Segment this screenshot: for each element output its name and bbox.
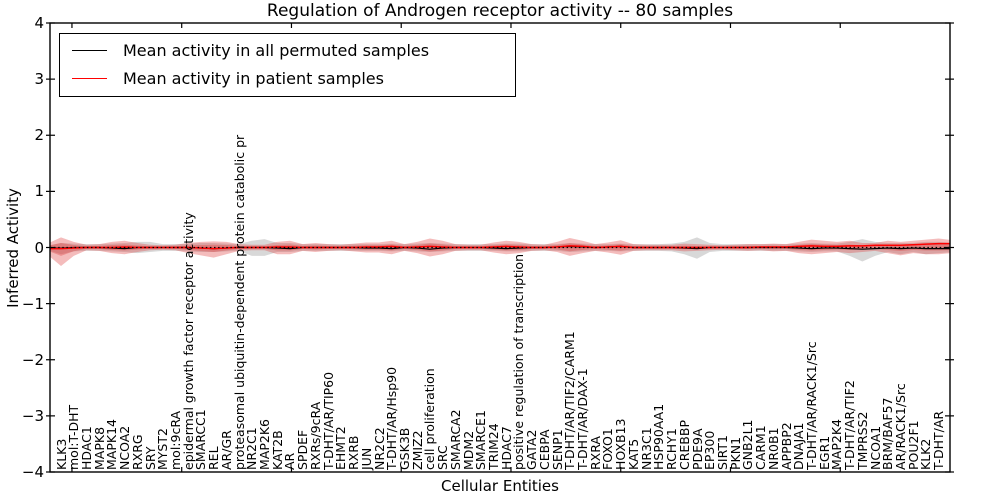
y-tick-label: 4 xyxy=(34,14,44,32)
x-tick-label: RXRG xyxy=(129,434,145,470)
legend: Mean activity in all permuted samples Me… xyxy=(59,33,516,97)
patient-spread-band-core xyxy=(50,242,950,256)
y-tick-label: −3 xyxy=(21,406,44,425)
x-tick-label: CEBPA xyxy=(536,429,552,471)
patient-spread-band xyxy=(50,237,950,267)
x-tick-label: NR0B1 xyxy=(765,427,781,470)
legend-line-sample-black xyxy=(72,49,107,51)
y-tick-label: 0 xyxy=(34,238,44,257)
y-tick-label: 3 xyxy=(34,70,44,89)
x-tick-label: proteasomal ubiquitin-dependent protein … xyxy=(231,134,247,470)
legend-label-patient: Mean activity in patient samples xyxy=(123,68,384,88)
chart-title: Regulation of Androgen receptor activity… xyxy=(266,1,734,21)
y-tick-label: −4 xyxy=(21,463,44,481)
y-tick-label: 1 xyxy=(34,182,44,201)
y-tick-label: 2 xyxy=(34,126,44,145)
x-axis-label: Cellular Entities xyxy=(441,477,559,495)
x-tick-label: TMPRSS2 xyxy=(854,411,870,470)
x-tick-label: RXRs/9cRA xyxy=(307,401,323,470)
legend-item-patient: Mean activity in patient samples xyxy=(60,65,384,91)
x-tick-label: SMARCA2 xyxy=(447,409,463,470)
x-tick-label: CREBBP xyxy=(676,420,692,470)
x-tick-label: AR/GR xyxy=(218,430,234,470)
x-tick-label: SIRT1 xyxy=(714,435,730,470)
permuted-spread-band xyxy=(50,237,950,262)
x-tick-label: JUN xyxy=(358,447,374,470)
legend-line-sample-red xyxy=(72,77,107,79)
legend-item-permuted: Mean activity in all permuted samples xyxy=(60,37,429,63)
y-axis-label: Inferred Activity xyxy=(4,188,22,308)
y-tick-label: −2 xyxy=(21,350,44,369)
x-tick-label: GSK3B xyxy=(396,427,412,470)
x-tick-label: KAT5 xyxy=(625,438,641,470)
x-tick-label: HDAC1 xyxy=(78,426,94,470)
legend-label-permuted: Mean activity in all permuted samples xyxy=(123,40,430,60)
y-tick-label: −1 xyxy=(21,294,44,313)
x-tick-label: T-DHT/AR xyxy=(931,410,947,470)
